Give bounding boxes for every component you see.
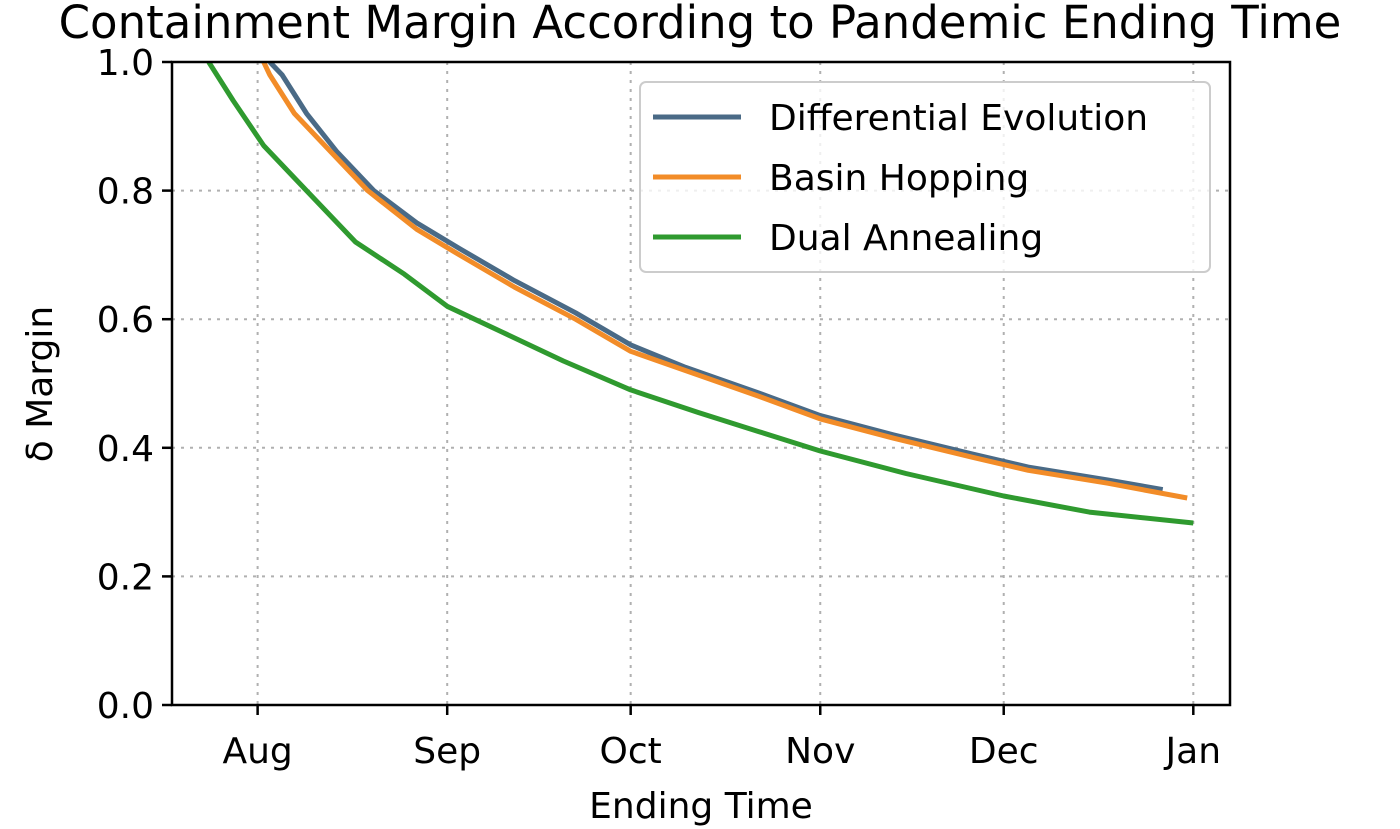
series-layer: [206, 62, 1194, 526]
y-tick-label: 0.4: [97, 429, 154, 470]
legend-box: [639, 81, 1211, 273]
legend-label: Dual Annealing: [769, 218, 1043, 259]
legend-entry-differential-evolution: Differential Evolution: [653, 98, 1148, 139]
legend-label: Basin Hopping: [769, 158, 1029, 199]
x-axis-label: Ending Time: [589, 786, 813, 827]
y-tick-label: 0.0: [97, 686, 154, 727]
chart-title: Containment Margin According to Pandemic…: [59, 0, 1342, 49]
y-tick-label: 0.8: [97, 172, 154, 213]
series-line-differential-evolution: [267, 62, 1164, 493]
x-tick-label: Aug: [222, 731, 292, 772]
y-tick-label: 0.6: [97, 300, 154, 341]
legend-label: Differential Evolution: [769, 98, 1148, 139]
legend-entry-basin-hopping: Basin Hopping: [653, 158, 1029, 199]
x-tick-label: Sep: [413, 731, 481, 772]
y-axis-ticks: 0.0 0.2 0.4 0.6 0.8 1.0: [97, 43, 172, 727]
x-tick-label: Jan: [1164, 731, 1222, 772]
x-tick-label: Nov: [785, 731, 855, 772]
series-line-dual-annealing: [206, 62, 1194, 526]
y-axis-label: δ Margin: [20, 306, 61, 462]
legend: Differential Evolution Basin Hopping Dual …: [639, 81, 1211, 273]
legend-entry-dual-annealing: Dual Annealing: [653, 218, 1043, 259]
x-tick-label: Oct: [600, 731, 662, 772]
x-tick-label: Dec: [969, 731, 1039, 772]
y-tick-label: 1.0: [97, 43, 154, 84]
x-axis-ticks: Aug Sep Oct Nov Dec Jan: [222, 705, 1221, 772]
series-line-basin-hopping: [261, 62, 1188, 501]
plot-frame: [170, 60, 1232, 707]
y-tick-label: 0.2: [97, 557, 154, 598]
